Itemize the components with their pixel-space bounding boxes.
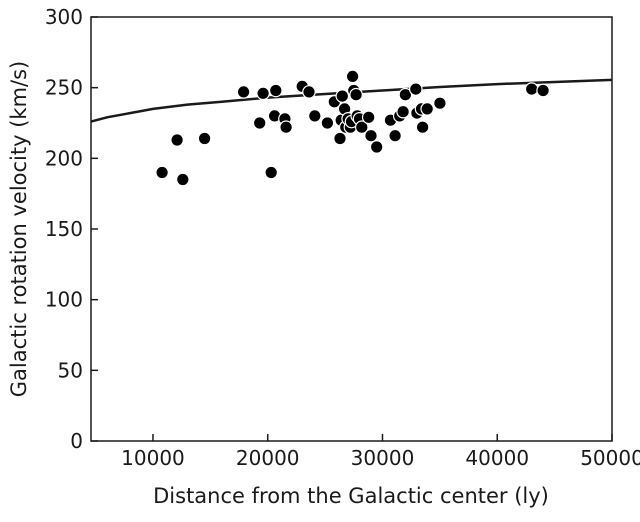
data-point	[335, 89, 350, 103]
x-tick-label: 10000	[121, 446, 185, 470]
x-tick-label: 20000	[236, 446, 300, 470]
y-axis-ticks: 0 50 100 150 200 250 300	[45, 5, 98, 453]
y-tick-label: 250	[45, 76, 83, 100]
x-tick-label: 40000	[465, 446, 529, 470]
data-point	[433, 96, 447, 110]
data-point	[369, 140, 384, 154]
data-point	[396, 104, 410, 119]
data-point	[415, 120, 430, 134]
y-tick-label: 150	[45, 217, 83, 241]
data-point	[170, 133, 184, 147]
y-tick-label: 200	[45, 146, 83, 170]
data-point	[279, 120, 293, 134]
data-point	[388, 128, 402, 143]
data-point	[361, 110, 376, 125]
x-axis-title: Distance from the Galactic center (ly)	[153, 484, 549, 508]
data-point	[320, 116, 335, 130]
y-tick-label: 0	[70, 429, 83, 453]
y-tick-label: 100	[45, 288, 83, 312]
data-points-layer	[155, 69, 550, 187]
data-point	[536, 83, 550, 98]
data-point	[155, 165, 169, 180]
y-tick-label: 50	[58, 358, 83, 382]
data-point	[268, 83, 283, 98]
data-point	[345, 69, 360, 84]
data-point	[524, 82, 539, 96]
data-point	[252, 116, 267, 130]
data-point	[197, 131, 212, 146]
data-point	[364, 128, 378, 143]
x-tick-label: 30000	[351, 446, 415, 470]
data-point	[307, 109, 322, 123]
data-point	[354, 120, 369, 134]
data-point	[236, 85, 251, 99]
data-point	[302, 85, 316, 99]
data-point	[176, 172, 190, 187]
data-point	[408, 82, 423, 96]
x-axis-ticks: 10000 20000 30000 40000 50000	[121, 434, 640, 470]
data-point	[333, 131, 347, 146]
data-point	[256, 86, 270, 101]
y-axis-title: Galactic rotation velocity (km/s)	[7, 61, 31, 397]
data-point	[349, 87, 363, 102]
data-point	[398, 87, 413, 102]
data-point	[264, 165, 278, 180]
y-tick-label: 300	[45, 5, 83, 29]
x-tick-label: 50000	[580, 446, 640, 470]
data-point	[420, 102, 434, 116]
